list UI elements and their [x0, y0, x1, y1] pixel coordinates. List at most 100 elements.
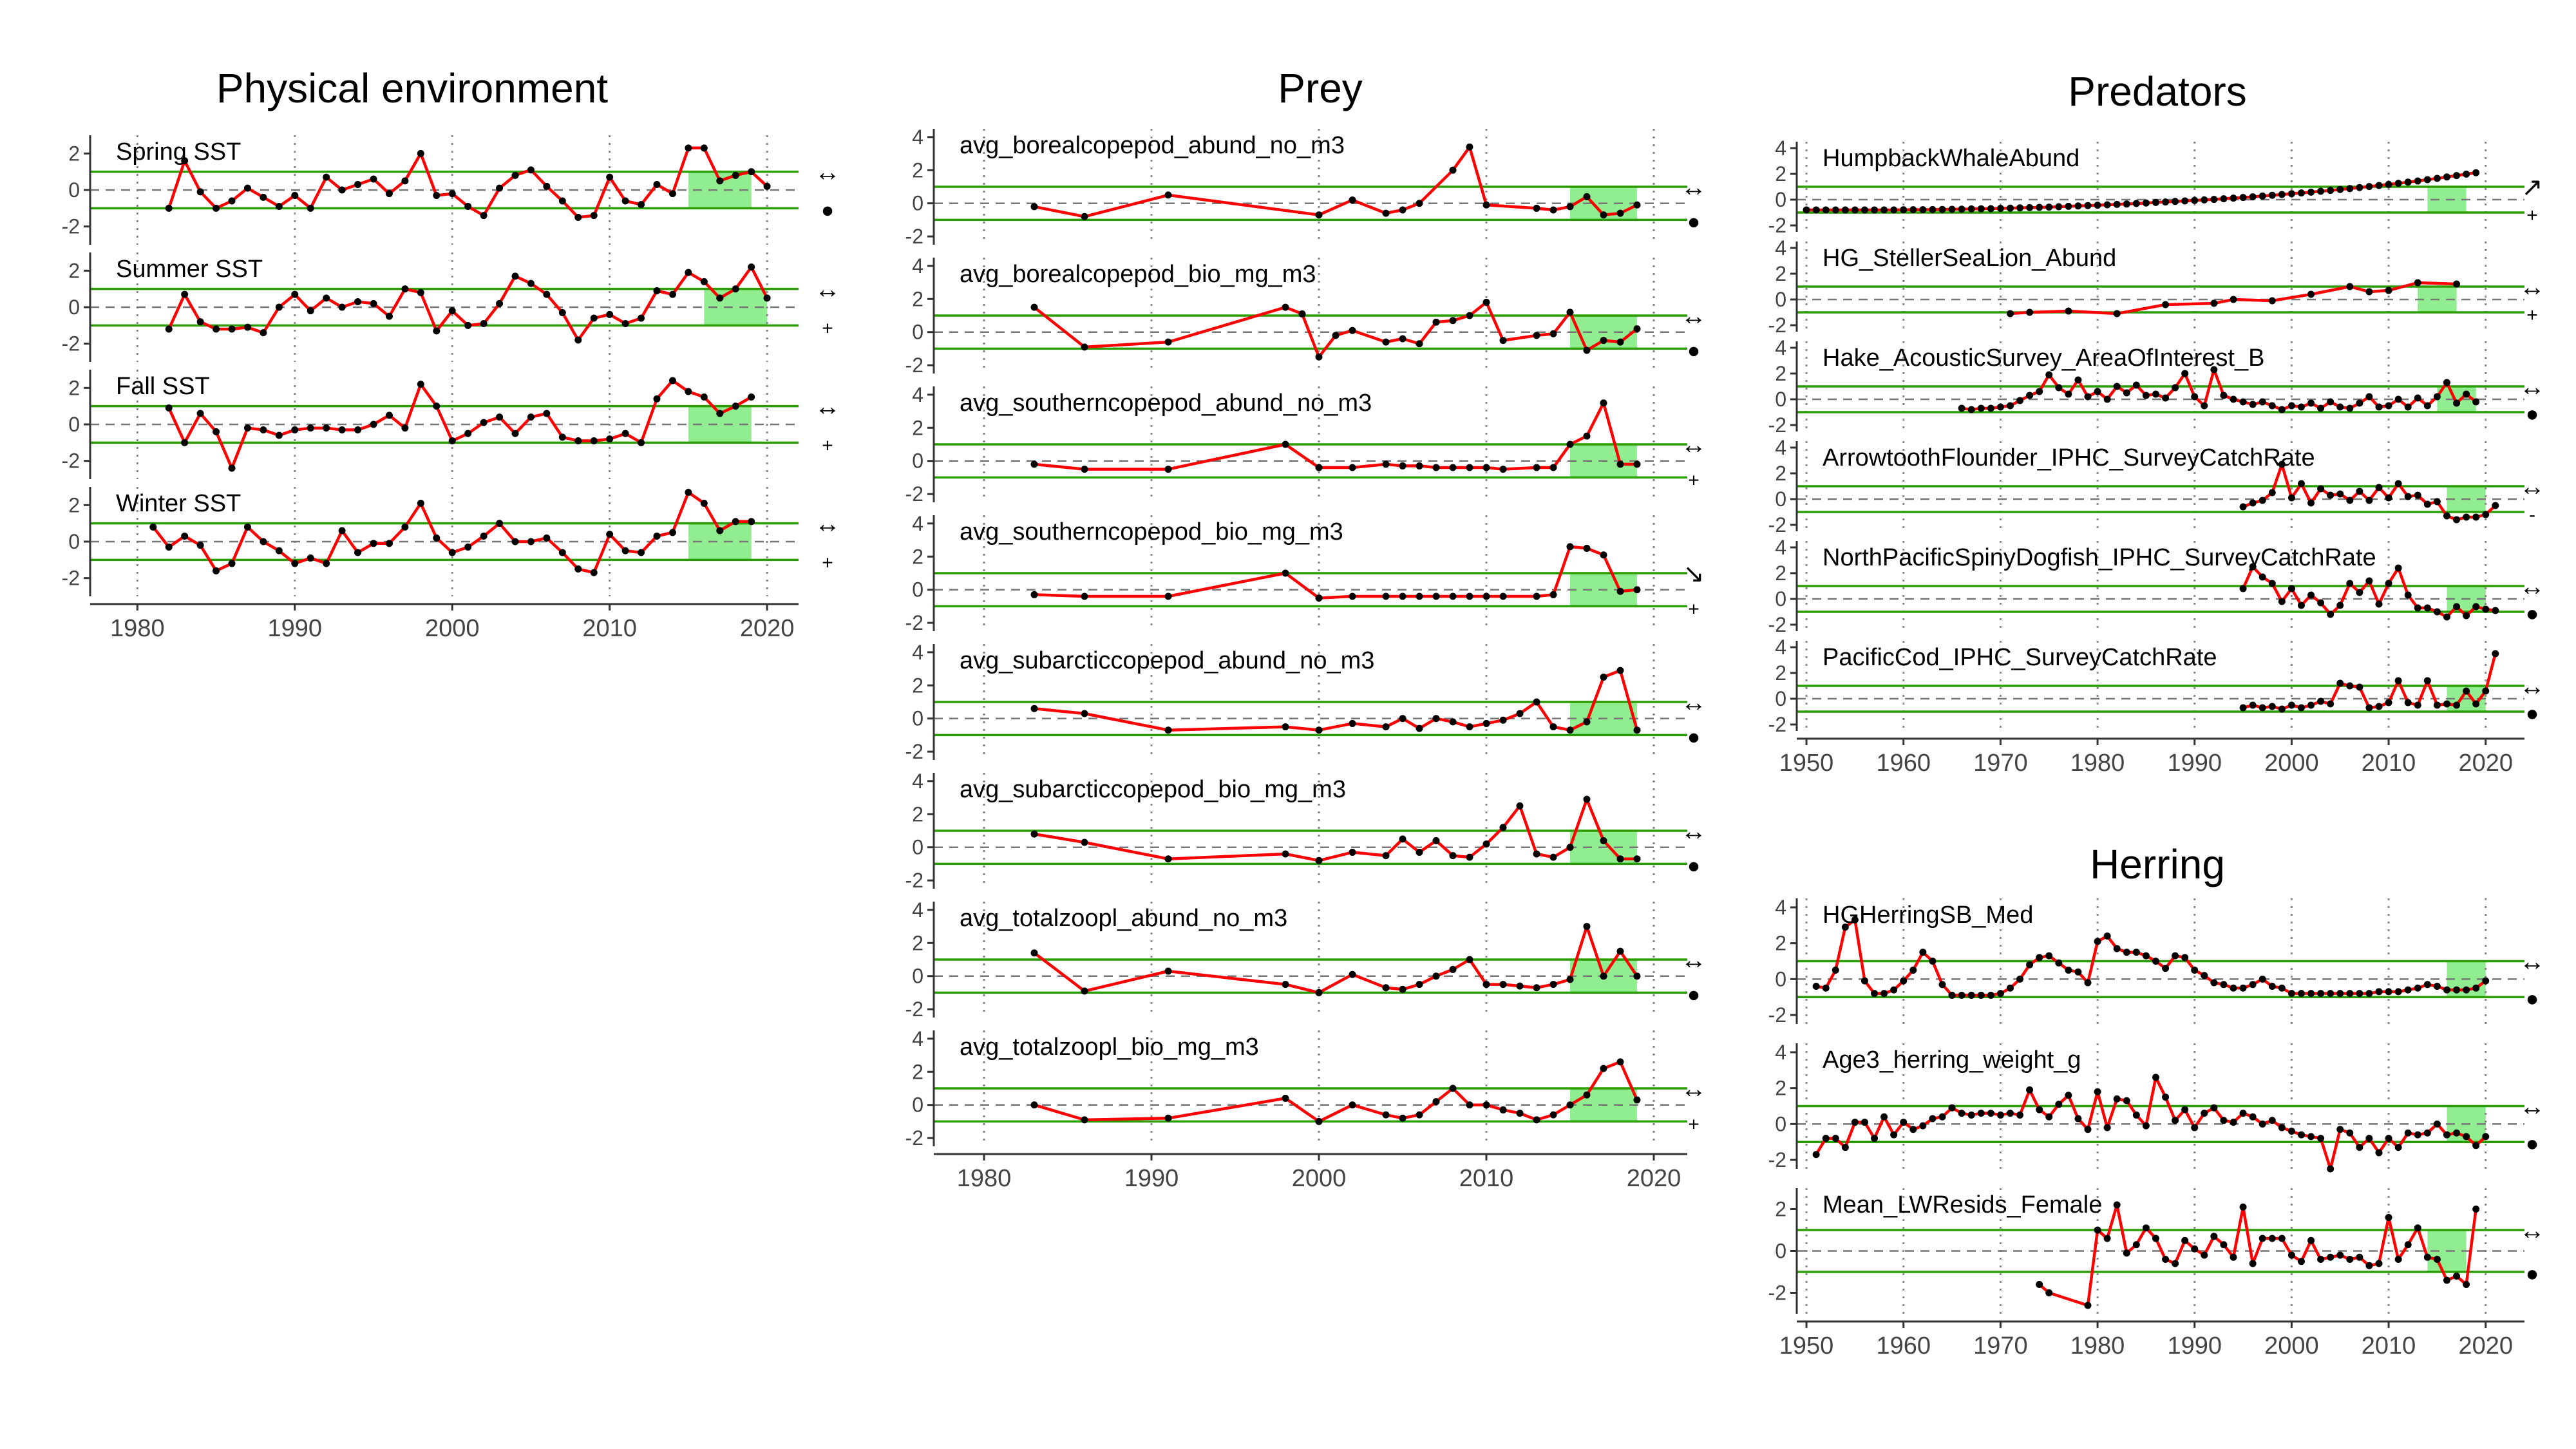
data-point	[2375, 988, 2383, 996]
data-point	[543, 290, 551, 298]
data-point	[1499, 337, 1507, 345]
data-point	[2287, 1128, 2295, 1135]
panel-title: Summer SST	[116, 256, 263, 283]
data-point	[511, 171, 519, 179]
y-tick-label: 0	[912, 450, 923, 473]
panel-herring-0: -2 0 2 4 HGHerringSB_Med ↔ ●	[1768, 896, 2545, 1027]
data-point	[2055, 959, 2063, 967]
data-point	[2074, 1115, 2082, 1122]
data-point	[1499, 466, 1507, 473]
data-point	[2278, 1235, 2286, 1242]
data-point	[1533, 592, 1540, 600]
data-point	[574, 565, 582, 573]
y-tick-label: 2	[68, 376, 80, 399]
data-point	[2463, 390, 2470, 398]
data-point	[2423, 604, 2431, 612]
trend-symbol: ↔	[815, 276, 840, 304]
y-tick-label: 4	[1775, 536, 1786, 559]
status-symbol: +	[2526, 305, 2538, 326]
data-point	[2230, 395, 2237, 403]
data-point	[275, 203, 283, 210]
y-tick-label: 0	[912, 578, 923, 601]
data-point	[2132, 949, 2140, 956]
data-point	[1499, 824, 1507, 831]
data-point	[2055, 203, 2063, 211]
data-point	[1164, 1114, 1172, 1122]
data-point	[2297, 1131, 2305, 1139]
data-point	[2201, 972, 2208, 980]
data-point	[464, 430, 472, 437]
data-point	[2230, 296, 2237, 303]
data-point	[2482, 605, 2490, 613]
x-tick-label: 2010	[2362, 1332, 2416, 1359]
data-point	[2472, 1142, 2480, 1150]
data-point	[763, 182, 771, 190]
data-point	[574, 437, 582, 444]
data-point	[1967, 1111, 1975, 1119]
trend-symbol: ↔	[1681, 1075, 1707, 1103]
panel-physical-3: -2 0 2 1980 1990 2000 2010 2020 Winter SST ↔ +	[62, 487, 840, 642]
data-point	[1633, 855, 1641, 863]
data-point	[2239, 585, 2247, 592]
data-point	[2249, 193, 2257, 201]
data-point	[2433, 1256, 2441, 1263]
data-point	[1382, 984, 1390, 992]
data-point	[307, 204, 314, 212]
data-point	[1516, 982, 1524, 990]
panel-prey-7: -2 0 2 4 1980 1990 2000 2010 2020 avg_totalzoopl_…	[905, 1027, 1707, 1192]
data-point	[2317, 1135, 2325, 1142]
data-point	[2375, 403, 2383, 411]
y-tick-label: -2	[905, 611, 923, 634]
data-point	[2162, 1094, 2170, 1101]
data-point	[1987, 404, 1994, 412]
data-point	[621, 197, 629, 205]
status-symbol: ●	[2526, 601, 2539, 626]
data-point	[2385, 1135, 2392, 1142]
data-point	[748, 263, 755, 271]
data-point	[700, 278, 708, 285]
y-tick-label: 2	[912, 416, 923, 439]
data-point	[2268, 297, 2276, 305]
data-point	[1449, 718, 1457, 726]
data-point	[2006, 204, 2014, 212]
data-point	[2365, 288, 2373, 296]
data-point	[1583, 432, 1591, 440]
data-point	[1822, 984, 1830, 992]
data-point	[1449, 592, 1457, 600]
data-point	[2394, 564, 2402, 572]
data-point	[2327, 990, 2334, 998]
data-point	[543, 534, 551, 542]
y-tick-label: -2	[1768, 413, 1786, 437]
data-point	[1449, 852, 1457, 860]
y-tick-label: 4	[1775, 636, 1786, 659]
data-point	[2317, 990, 2325, 998]
data-point	[370, 299, 377, 307]
data-point	[2191, 966, 2199, 974]
series-line	[1034, 1060, 1639, 1123]
data-point	[511, 272, 519, 280]
panel-predators-5: -2 024 1950 1960 1970 1980 1990 2000 2010 2020 Pac…	[1768, 636, 2545, 777]
data-point	[1382, 852, 1390, 860]
data-point	[2191, 1124, 2199, 1132]
data-point	[2482, 1133, 2490, 1141]
data-point	[1812, 1151, 1820, 1159]
x-tick-label: 2000	[2264, 750, 2319, 777]
data-point	[638, 549, 645, 556]
data-point	[2162, 965, 2170, 972]
data-point	[1861, 206, 1868, 214]
data-point	[2045, 952, 2053, 960]
data-point	[1482, 592, 1490, 600]
data-point	[323, 560, 330, 567]
data-point	[1633, 201, 1641, 209]
data-point	[1996, 205, 2004, 213]
status-symbol: ●	[821, 198, 835, 222]
data-point	[2259, 1235, 2266, 1242]
data-point	[2336, 601, 2344, 609]
x-tick-label: 1990	[268, 615, 323, 642]
data-point	[2327, 491, 2334, 499]
data-point	[2152, 198, 2159, 206]
y-tick-label: 2	[1775, 362, 1786, 385]
data-point	[181, 290, 189, 298]
panel-title: avg_borealcopepod_abund_no_m3	[960, 132, 1345, 159]
